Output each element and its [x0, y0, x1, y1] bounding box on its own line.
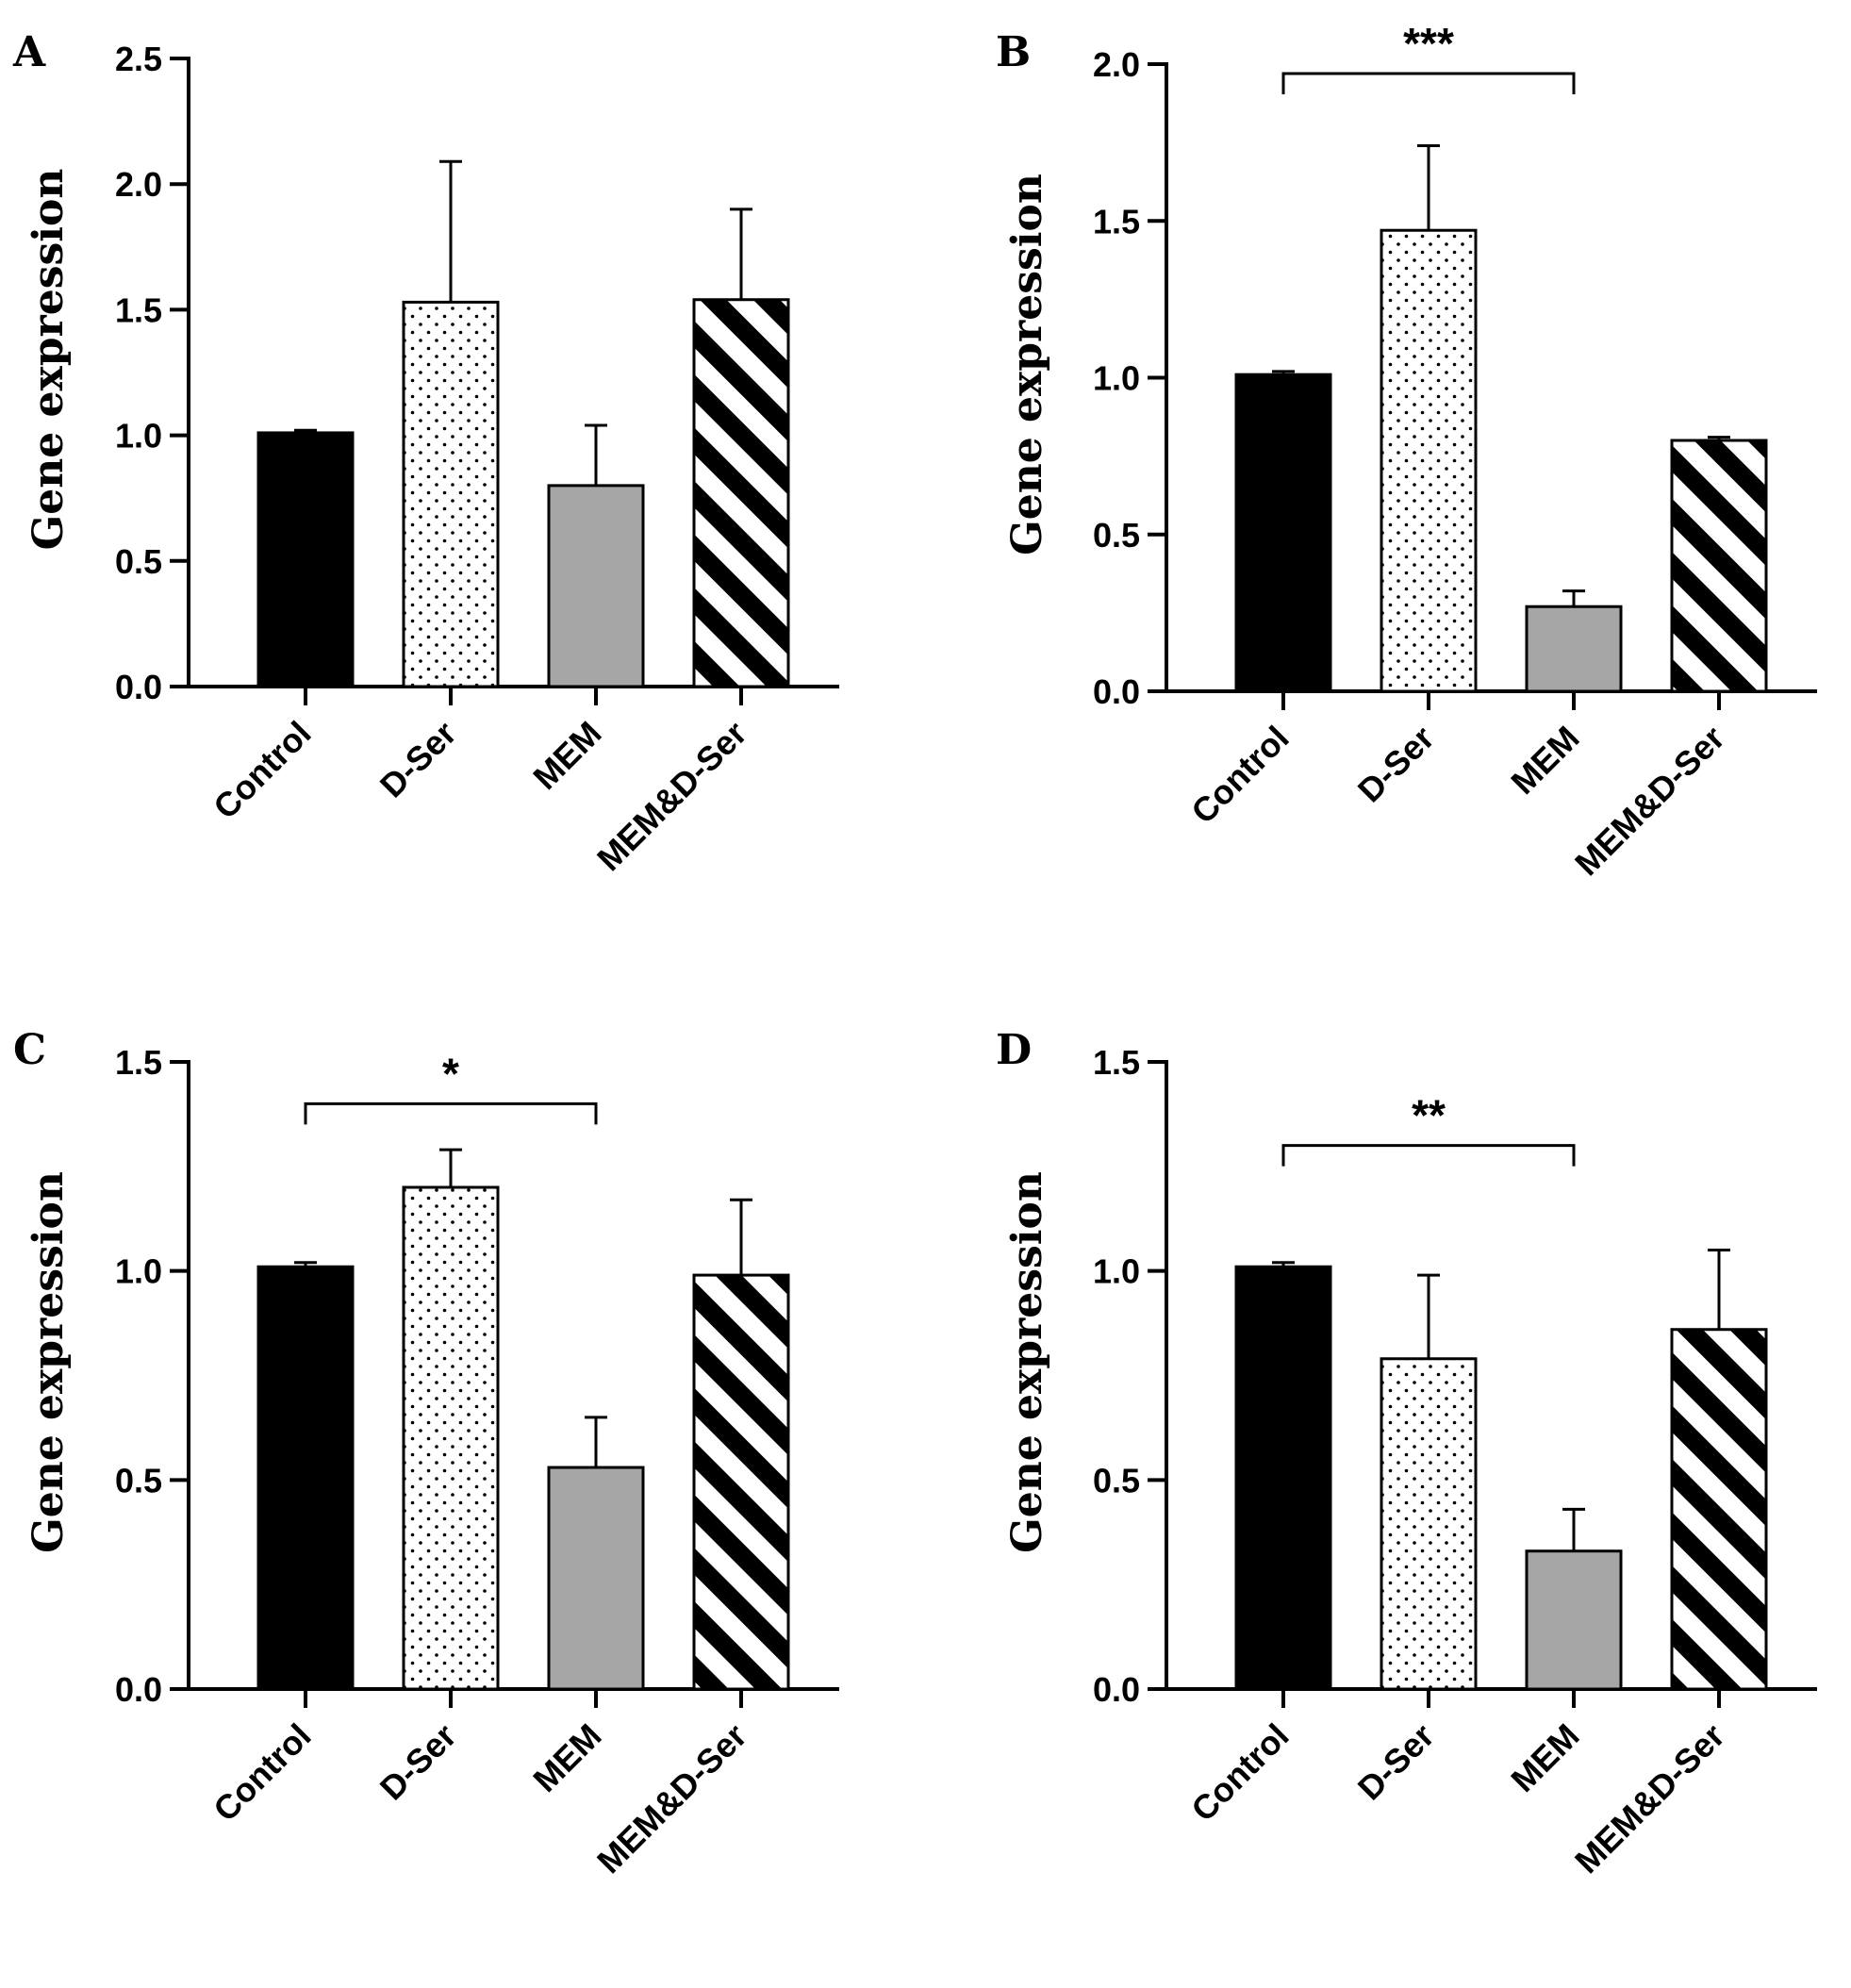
bar-d-ser: [402, 1185, 500, 1691]
y-tick-label: 1.0: [115, 417, 162, 456]
bar-mem: [1525, 1549, 1623, 1691]
panel-letter: C: [13, 1026, 46, 1074]
y-axis-label: Gene expression: [25, 169, 73, 551]
x-tick-label: Control: [1183, 1716, 1296, 1829]
panel-letter: A: [12, 28, 46, 76]
y-tick-label: 1.0: [1093, 359, 1140, 398]
y-tick-label: 0.5: [115, 542, 162, 581]
bar-mem-d-ser: [1670, 439, 1768, 693]
x-tick-label: D-Ser: [1350, 719, 1442, 810]
bar-control: [256, 1265, 355, 1691]
y-tick-label: 0.0: [115, 1670, 162, 1709]
panel-letter: D: [996, 1026, 1032, 1074]
x-tick-label: D-Ser: [372, 714, 464, 805]
x-tick-label: MEM: [525, 714, 608, 797]
y-axis-label: Gene expression: [1003, 174, 1051, 555]
y-tick-label: 0.0: [1093, 672, 1140, 711]
bar-d-ser: [1380, 1357, 1478, 1691]
panel-letter: B: [996, 28, 1031, 76]
y-tick-label: 0.5: [115, 1461, 162, 1499]
x-tick-label: MEM&D-Ser: [1567, 719, 1732, 884]
bar-control: [1234, 1265, 1332, 1691]
y-tick-label: 2.0: [1093, 45, 1140, 84]
y-axis-label: Gene expression: [25, 1171, 73, 1553]
bar-mem: [547, 484, 645, 688]
y-tick-label: 0.0: [1093, 1670, 1140, 1709]
significance-label: **: [1412, 1091, 1446, 1140]
bar-mem-d-ser: [1670, 1328, 1768, 1691]
y-tick-label: 1.0: [1093, 1252, 1140, 1291]
x-tick-label: MEM&D-Ser: [589, 1716, 754, 1881]
significance-bracket: [304, 1102, 598, 1125]
x-tick-label: Control: [1183, 719, 1296, 831]
bar-mem-d-ser: [692, 298, 790, 688]
x-tick-label: D-Ser: [372, 1716, 464, 1808]
y-tick-label: 2.5: [115, 40, 162, 78]
y-tick-label: 1.0: [115, 1252, 162, 1291]
chart-panel-a: A Gene expression 0.0 0.5 1.0 1.5 2.0 2.5 Contro…: [12, 28, 839, 878]
bar-d-ser: [1380, 228, 1478, 693]
x-tick-label: D-Ser: [1350, 1716, 1442, 1808]
bar-control: [256, 431, 355, 688]
significance-label: *: [442, 1049, 459, 1098]
chart-panel-b: B Gene expression 0.0 0.5 1.0 1.5 2.0 Control D-…: [996, 19, 1817, 883]
y-tick-label: 1.5: [1093, 1043, 1140, 1082]
x-tick-label: MEM: [1503, 1716, 1586, 1799]
x-tick-label: Control: [206, 1716, 318, 1829]
y-tick-label: 2.0: [115, 165, 162, 204]
x-tick-label: Control: [206, 714, 318, 826]
y-tick-label: 0.5: [1093, 1461, 1140, 1499]
x-tick-label: MEM&D-Ser: [1567, 1716, 1732, 1881]
significance-bracket: [1281, 1144, 1576, 1167]
significance-bracket: [1281, 72, 1576, 94]
bar-mem: [1525, 605, 1623, 693]
significance-label: ***: [1403, 19, 1454, 68]
y-tick-label: 0.5: [1093, 516, 1140, 555]
y-axis-label: Gene expression: [1003, 1171, 1051, 1553]
x-tick-label: MEM: [1503, 719, 1586, 802]
x-tick-label: MEM&D-Ser: [589, 714, 754, 879]
bar-d-ser: [402, 300, 500, 688]
bar-mem-d-ser: [692, 1273, 790, 1691]
y-tick-label: 0.0: [115, 668, 162, 706]
panels: A Gene expression 0.0 0.5 1.0 1.5 2.0 2.5 Contro…: [12, 19, 1817, 1880]
y-tick-label: 1.5: [1093, 202, 1140, 240]
chart-panel-d: D Gene expression 0.0 0.5 1.0 1.5 Control D-Ser…: [996, 1026, 1817, 1880]
x-tick-label: MEM: [525, 1716, 608, 1799]
y-tick-label: 1.5: [115, 1043, 162, 1082]
bar-mem: [547, 1466, 645, 1691]
y-tick-label: 1.5: [115, 290, 162, 329]
chart-panel-c: C Gene expression 0.0 0.5 1.0 1.5 Control D-Ser…: [13, 1026, 839, 1880]
bar-control: [1234, 373, 1332, 693]
